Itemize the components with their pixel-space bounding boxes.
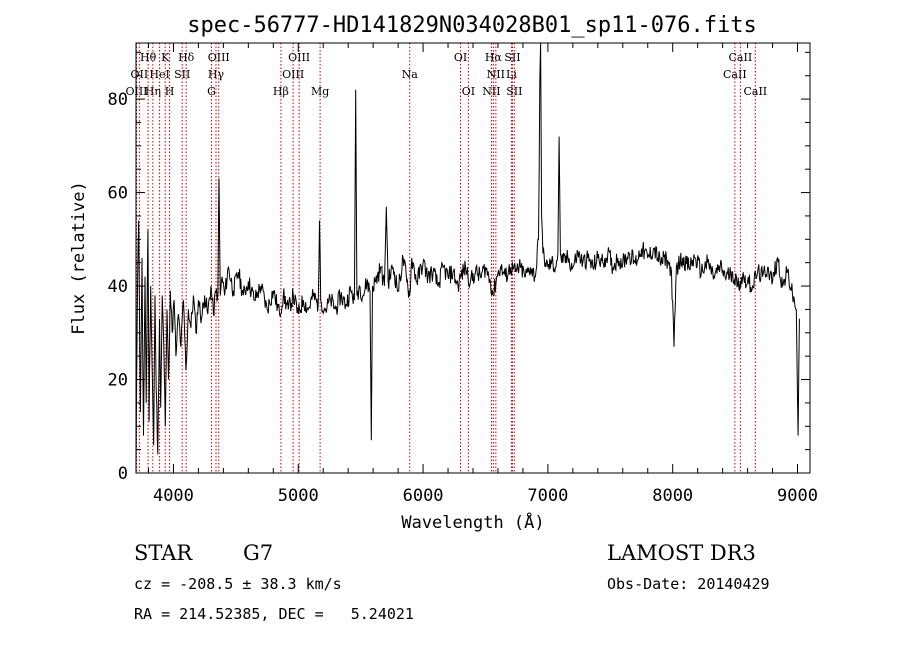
spectral-line-label: CaII [743,85,767,98]
spectral-line-label: H [165,85,175,98]
x-tick-label: 7000 [527,486,568,506]
spectral-line-label: Li [506,68,517,81]
spectral-line-label: Hγ [208,68,225,81]
spectrum-line [135,42,800,469]
y-axis-label: Flux (relative) [69,181,89,335]
spectral-line-label: CaII [723,68,747,81]
y-tick-label: 0 [118,464,128,484]
spectral-line-label: OI [454,51,467,64]
spectral-line-label: Mg [311,85,329,98]
spectral-line-label: Hβ [273,85,289,98]
spectral-line-label: SII [174,68,190,81]
x-tick-label: 6000 [403,486,444,506]
chart-title: spec-56777-HD141829N034028B01_sp11-076.f… [187,13,757,38]
x-tick-label: 5000 [278,486,319,506]
spectral-line-label: NII [487,68,505,81]
observation-date: Obs-Date: 20140429 [607,575,770,593]
spectral-line-label: Hδ [178,51,195,64]
spectral-line-label: CaII [729,51,753,64]
spectral-line-label: OIII [282,68,304,81]
y-tick-label: 20 [108,371,128,391]
y-tick-label: 60 [108,184,128,204]
spectral-line-label: Hα [485,51,503,64]
spectral-line-label: Na [402,68,419,81]
coordinates: RA = 214.52385, DEC = 5.24021 [134,605,414,623]
plot-frame [135,42,811,474]
spectral-line-label: K [161,51,170,64]
x-axis-label: Wavelength (Å) [401,511,544,533]
y-tick-label: 40 [108,277,128,297]
x-axis-ticks: 4000 5000 6000 7000 8000 9000 [147,43,818,506]
spectral-line-label: Hθ [140,51,157,64]
spectral-line-label: Hη [145,85,161,98]
y-tick-label: 80 [108,90,128,110]
spectral-line-label: SII [506,85,522,98]
x-tick-label: 9000 [777,486,818,506]
spectral-line-label: HeI [149,68,169,81]
spectral-line-label: OII [131,68,149,81]
spectral-line-label: OI [462,85,475,98]
x-tick-label: 8000 [652,486,693,506]
redshift-velocity: cz = -208.5 ± 38.3 km/s [134,575,342,593]
object-type: STAR [134,541,193,565]
survey-name: LAMOST DR3 [607,541,756,565]
x-tick-label: 4000 [153,486,194,506]
spectral-line-label: SII [504,51,520,64]
spectral-line-label: G [207,85,216,98]
spectral-line-label: OIII [208,51,230,64]
spectral-line-label: NII [482,85,500,98]
y-axis-ticks: 0 20 40 60 80 [108,51,810,484]
spectral-line-label: OIII [288,51,310,64]
spectral-subclass: G7 [243,541,273,565]
